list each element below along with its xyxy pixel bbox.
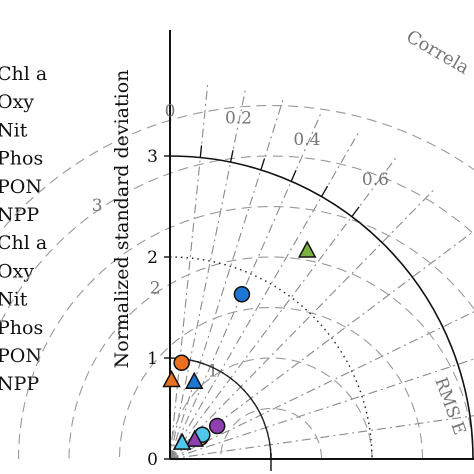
data-point-triangle [162, 369, 181, 388]
correlation-ray [169, 155, 398, 460]
data-point-triangle [185, 429, 204, 447]
legend-label: NPP [0, 204, 39, 226]
data-point-triangle [184, 371, 204, 389]
std-arc [169, 357, 272, 460]
std-outer-arc [169, 155, 474, 460]
correlation-ray [169, 188, 436, 460]
legend-label: Chl a [0, 63, 47, 85]
legend-label: PON [0, 345, 42, 367]
rmse-contour [219, 407, 323, 459]
correlation-ray [169, 358, 474, 460]
std-arc [169, 256, 373, 460]
data-point-circle [208, 417, 226, 435]
correlation-tick-label: 0.6 [362, 170, 389, 190]
correlation-ray [169, 87, 247, 460]
correlation-ray [169, 311, 474, 460]
correlation-tick [229, 150, 234, 163]
rmse-contour [0, 155, 474, 325]
legend-label: Nit [0, 289, 28, 311]
legend-label: Phos [0, 148, 43, 170]
correlation-ray [169, 97, 285, 460]
correlation-tick [351, 206, 360, 217]
tick-layer: 0 1 2 3 0 0.2 0.4 0.6 [147, 102, 389, 470]
correlation-tick [320, 185, 329, 197]
correlation-ray [169, 130, 360, 460]
y-tick-label: 3 [147, 147, 158, 167]
data-point-triangle [297, 240, 317, 258]
data-point-triangle [172, 432, 192, 450]
legend-label: Oxy [0, 91, 34, 113]
correlation-ray [169, 82, 209, 460]
grid-layer: 1 2 3 [0, 82, 474, 460]
data-point-circle [173, 354, 190, 371]
rmse-contour [68, 256, 474, 460]
legend-label: Chl a [0, 232, 47, 254]
legend-label: Oxy [0, 260, 34, 282]
axes-layer [169, 30, 474, 471]
rmse-contour-label: 1 [208, 361, 219, 381]
legend-label: Phos [0, 317, 43, 339]
y-tick-label: 0 [147, 450, 158, 470]
correlation-axis-label: Correla [403, 26, 473, 79]
legend-label: Nit [0, 119, 28, 141]
y-tick-label: 2 [147, 248, 158, 268]
correlation-tick [290, 169, 297, 182]
correlation-tick [260, 158, 266, 171]
rmse-contour-label: 2 [150, 279, 161, 299]
correlation-tick [199, 145, 203, 158]
correlation-tick-label: 0 [165, 102, 176, 122]
correlation-tick-label: 0.4 [293, 130, 320, 150]
correlation-ray [169, 415, 474, 460]
rmse-contour [169, 357, 373, 460]
rmse-contour [17, 205, 474, 460]
correlation-tick-label: 0.2 [225, 109, 252, 129]
legend: Chl a Oxy Nit Phos PON NPP Chl a Oxy Nit Phos PON N… [0, 63, 47, 395]
data-point-circle [233, 285, 251, 303]
legend-label: PON [0, 176, 42, 198]
rmse-contour-label: 3 [92, 196, 103, 216]
points-layer [162, 240, 317, 450]
legend-label: NPP [0, 373, 39, 395]
correlation-ray [169, 111, 323, 460]
y-tick-label: 1 [147, 349, 158, 369]
y-axis-label: Normalized standard deviation [111, 70, 133, 369]
rmse-contour [0, 104, 474, 233]
